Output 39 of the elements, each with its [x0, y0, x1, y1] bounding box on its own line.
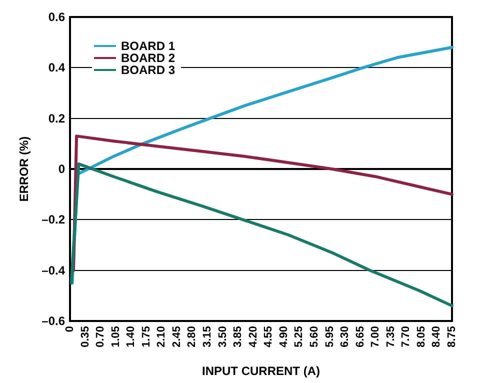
y-axis-title: ERROR (%) [17, 136, 31, 202]
x-tick-label: 4.90 [278, 326, 290, 348]
line-series [70, 162, 454, 308]
legend-label: BOARD 2 [121, 51, 176, 65]
x-tick-label: 1.05 [110, 326, 122, 348]
legend-label: BOARD 1 [121, 39, 176, 53]
x-tick-label: 2.45 [170, 326, 183, 348]
y-tick-label: 0 [58, 162, 66, 176]
x-tick-label: 8.40 [430, 326, 443, 348]
x-tick-label: 5.25 [293, 326, 306, 348]
x-tick-label: 7.00 [370, 326, 382, 348]
x-tick-label: 2.80 [186, 326, 198, 348]
x-tick-label: 2.10 [156, 326, 168, 348]
x-tick-label: 8.05 [415, 326, 428, 348]
legend-label: BOARD 3 [121, 63, 176, 77]
x-tick-label: 4.20 [247, 326, 260, 348]
x-tick-label: 6.65 [354, 326, 366, 348]
x-tick-label: 5.60 [308, 326, 320, 348]
x-tick-label: 7.35 [384, 326, 397, 348]
x-tick-label: 6.30 [339, 326, 352, 348]
x-tick-label: 3.50 [216, 326, 229, 348]
x-tick-label: 3.15 [202, 326, 214, 348]
x-tick-label: 0.70 [94, 326, 107, 348]
x-tick-label: 5.95 [324, 326, 336, 348]
x-tick-label: 0.35 [79, 326, 92, 348]
x-tick-label: 0 [64, 326, 76, 332]
y-tick-label: –0.4 [42, 263, 66, 278]
x-tick-label: 8.75 [446, 326, 458, 348]
y-tick-label: 0.6 [48, 10, 66, 24]
x-tick-label: 1.40 [125, 326, 138, 348]
x-axis-title: INPUT CURRENT (A) [202, 364, 320, 378]
y-tick-label: –0.6 [42, 314, 66, 328]
y-tick-label: 0.2 [48, 111, 66, 126]
x-tick-label: 3.85 [232, 326, 244, 348]
x-tick-label: 1.75 [140, 326, 152, 348]
x-tick-label: 7.70 [400, 326, 412, 348]
y-tick-label: 0.4 [48, 60, 66, 75]
y-tick-label: –0.2 [42, 212, 66, 227]
x-tick-label: 4.55 [262, 326, 275, 348]
